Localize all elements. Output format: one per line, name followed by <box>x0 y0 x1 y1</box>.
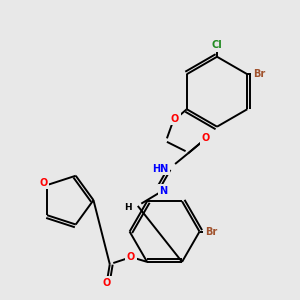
Text: Br: Br <box>253 69 265 79</box>
Text: Cl: Cl <box>212 40 222 50</box>
Text: O: O <box>40 178 48 188</box>
Text: O: O <box>102 278 110 288</box>
Text: O: O <box>127 252 135 262</box>
Text: H: H <box>124 202 132 211</box>
Text: O: O <box>171 113 179 124</box>
Text: Br: Br <box>205 226 217 237</box>
Text: HN: HN <box>152 164 168 174</box>
Text: N: N <box>159 186 167 196</box>
Text: O: O <box>201 133 209 143</box>
